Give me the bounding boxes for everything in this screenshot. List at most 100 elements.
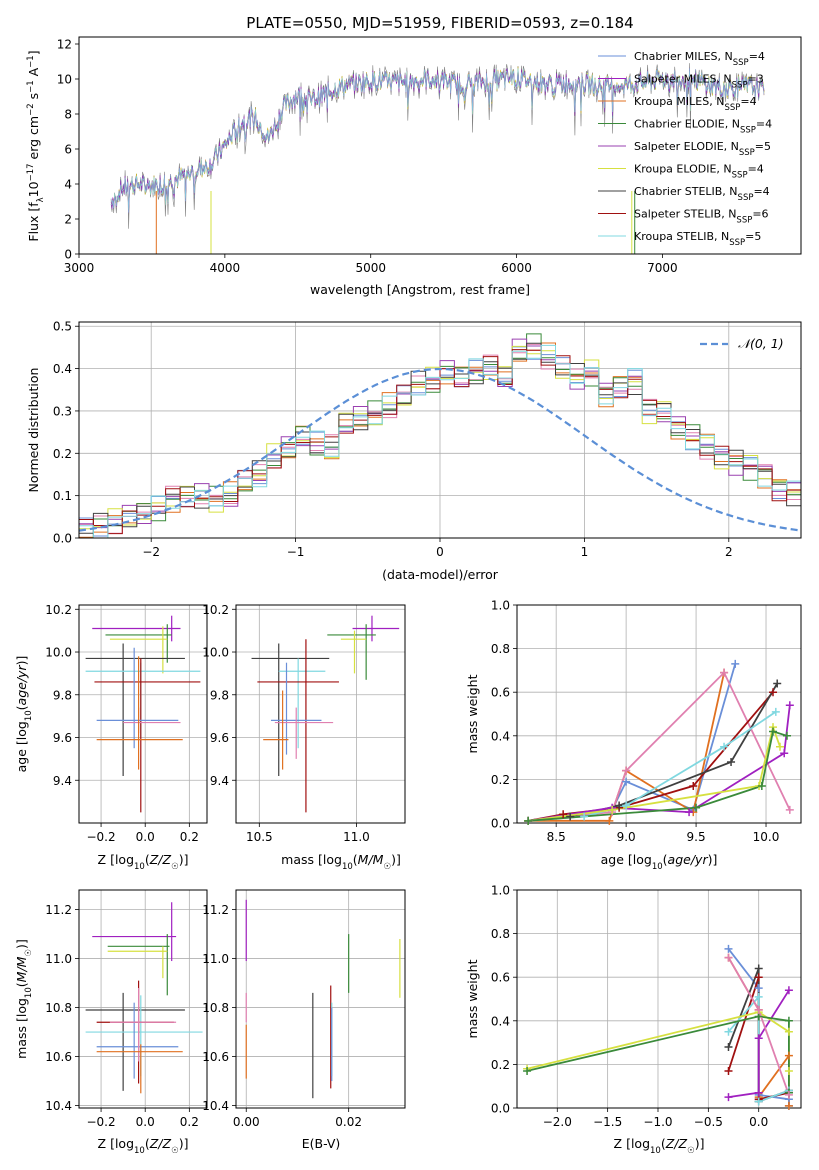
mass-vs-z-tick-label-y: 10.6: [45, 1050, 72, 1064]
weight-vs-z-tick-label-x: −1.5: [593, 1115, 622, 1129]
weight-vs-age-tick-label-y: 1.0: [491, 599, 510, 613]
spectrum-tick-label-y: 10: [57, 73, 72, 87]
legend-label-chabrier_stelib-part: =4: [753, 185, 769, 198]
mass-vs-z-axes: −0.2 0.0 0.2 10.4 10.6 10.8 11.0 11.2: [45, 889, 208, 1129]
mass-vs-z-ylabel-part: 10: [24, 987, 34, 998]
spectrum-ylabel-part: s: [26, 93, 41, 104]
spectrum-tick-label-x: 5000: [355, 261, 386, 275]
mass-vs-ebv-tick-label-y: 10.8: [202, 1001, 229, 1015]
legend-label-salpeter_miles-part: Salpeter MILES, N: [634, 73, 732, 86]
spectrum-ticks: 3000 4000 5000 6000 7000 0 2 4 6 8 10 12: [57, 38, 678, 276]
age-vs-z-tick-label-y: 9.4: [53, 774, 72, 788]
weight-z-marker-chabrier_miles: [754, 984, 763, 993]
legend-label-salpeter_stelib-part: SSP: [736, 216, 752, 226]
mass-vs-z-ylabel-part: ☉: [24, 949, 34, 957]
residuals-xlabel: (data-model)/error: [382, 567, 499, 582]
weight-z-marker-salpeter_miles: [754, 1034, 763, 1043]
weight-z-marker-chabrier_stelib: [724, 1042, 733, 1051]
legend-label-kroupa_stelib-part: Kroupa STELIB, N: [634, 230, 729, 243]
weight-age-marker-pink: [622, 766, 631, 775]
residuals-axes: −2 −1 0 1 2 0.0 0.1 0.2 0.3 0.4 0.5: [53, 320, 802, 559]
age-vs-mass-xlabel-part: ☉: [383, 862, 391, 872]
weight-age-marker-kroupa_stelib: [771, 707, 780, 716]
weight-z-marker-chabrier_elodie: [523, 1066, 532, 1075]
spectrum-ylabel-part: 10: [26, 181, 41, 197]
weight-age-marker-chabrier_elodie: [524, 816, 533, 825]
residuals-tick-label-y: 0.3: [53, 404, 72, 418]
mass-vs-z-plot-area: [85, 902, 203, 1094]
weight-age-marker-kroupa_stelib: [622, 801, 631, 810]
mass-vs-ebv-tick-label-x: 0.02: [335, 1115, 362, 1129]
weight-vs-z-tick-label-x: 0.0: [749, 1115, 768, 1129]
weight-vs-z-xlabel-part: )]: [695, 1136, 705, 1151]
weight-age-marker-chabrier_elodie: [757, 781, 766, 790]
weight-z-marker-salpeter_stelib: [724, 1066, 733, 1075]
weight-age-marker-salpeter_miles: [685, 808, 694, 817]
weight-vs-age-ticks: 8.5 9.0 9.5 10.0 0.0 0.2 0.4 0.6 0.8 1.0: [491, 599, 779, 845]
weight-age-line-chabrier_miles: [528, 663, 737, 822]
age-vs-mass-tick-label-y: 9.4: [210, 774, 229, 788]
weight-age-marker-salpeter_stelib: [769, 688, 778, 697]
weight-vs-z-xlabel-part: (: [661, 1136, 666, 1151]
residuals-tick-label-x: −2: [142, 545, 160, 559]
weight-z-marker-salpeter_miles: [754, 1088, 763, 1097]
mass-vs-z-tick-label-y: 10.4: [45, 1099, 72, 1113]
weight-vs-age-tick-label-y: 0.8: [491, 642, 510, 656]
residuals-tick-label-x: 0: [436, 545, 444, 559]
legend-label-salpeter_elodie-part: Salpeter ELODIE, N: [634, 140, 739, 153]
legend-label-chabrier_elodie-part: =4: [756, 118, 772, 131]
legend-label-chabrier_stelib-part: Chabrier STELIB, N: [634, 185, 738, 198]
mass-vs-z-ylabel-part: mass [log: [14, 998, 29, 1059]
weight-vs-age-tick-label-x: 8.5: [547, 830, 566, 844]
legend-label-chabrier_elodie-part: Chabrier ELODIE, N: [634, 118, 740, 131]
legend-label-chabrier_miles-part: =4: [749, 50, 765, 63]
weight-z-marker-kroupa_stelib: [754, 1097, 763, 1106]
age-vs-z-axes: −0.2 0.0 0.2 9.4 9.6 9.8 10.0 10.2: [45, 603, 208, 844]
legend-label-kroupa_miles-part: SSP: [724, 103, 740, 113]
legend-label-salpeter_stelib-part: Salpeter STELIB, N: [634, 208, 736, 221]
residuals-ticks: −2 −1 0 1 2 0.0 0.1 0.2 0.3 0.4 0.5: [53, 320, 733, 559]
legend-label-chabrier_stelib-part: SSP: [738, 193, 754, 203]
age-vs-z-ylabel-part: (: [14, 705, 29, 710]
spectrum-ylabel-part: ]: [26, 50, 41, 55]
spectrum-ylabel-part: −17: [26, 163, 36, 181]
weight-age-marker-kroupa_elodie: [776, 742, 785, 751]
age-vs-z-grid: [79, 605, 207, 823]
age-vs-z-xlabel-part: 10: [134, 862, 145, 872]
weight-z-marker-chabrier_stelib: [754, 964, 763, 973]
mass-vs-ebv-tick-label-y: 10.6: [202, 1050, 229, 1064]
mass-vs-z-ylabel-part: M/M: [14, 956, 29, 982]
spectrum-line-kroupa_stelib: [111, 68, 765, 213]
weight-vs-age-plot-area: [528, 663, 791, 822]
legend-label-chabrier_miles-part: Chabrier MILES, N: [634, 50, 733, 63]
weight-vs-z-frame: [516, 889, 802, 1109]
age-vs-mass-xlabel-part: mass [log: [281, 852, 342, 867]
legend-label-salpeter_miles-part: SSP: [732, 81, 748, 91]
weight-vs-z-tick-label-y: 0.0: [491, 1102, 510, 1116]
legend-label-kroupa_stelib-part: =5: [745, 230, 761, 243]
mass-vs-z-ticks: −0.2 0.0 0.2 10.4 10.6 10.8 11.0 11.2: [45, 903, 199, 1129]
mass-vs-z-xlabel-part: (: [145, 1136, 150, 1151]
legend-label-chabrier_elodie-part: SSP: [740, 126, 756, 136]
weight-vs-z-tick-label-x: −0.5: [694, 1115, 723, 1129]
legend-label-kroupa_stelib-part: SSP: [729, 238, 745, 248]
weight-age-marker-chabrier_elodie: [769, 727, 778, 736]
age-vs-mass-grid: [236, 605, 405, 823]
mass-vs-z-tick-label-x: 0.0: [136, 1115, 155, 1129]
age-vs-z-tick-label-x: 0.2: [180, 830, 199, 844]
weight-vs-z-ylabel: mass weight: [465, 959, 480, 1038]
weight-z-marker-kroupa_stelib: [754, 992, 763, 1001]
residual-hist-kroupa_elodie: [79, 345, 801, 530]
weight-vs-age-xlabel-part: age/yr: [668, 852, 709, 867]
age-vs-mass-tick-label-y: 9.8: [210, 688, 229, 702]
spectrum-tick-label-y: 6: [64, 143, 72, 157]
age-vs-z-xlabel-part: (: [145, 852, 150, 867]
weight-vs-age-xlabel-part: )]: [708, 852, 718, 867]
legend-label-kroupa_miles-part: Kroupa MILES, N: [634, 95, 724, 108]
spectrum-axes: 3000 4000 5000 6000 7000 0 2 4 6 8 10 12: [57, 36, 802, 276]
spectrum-ylabel-group: Flux [fλ10−17 erg cm−2 s−1 A−1]: [26, 50, 46, 241]
weight-z-marker-salpeter_miles: [784, 986, 793, 995]
weight-age-marker-salpeter_stelib: [689, 781, 698, 790]
weight-vs-z-tick-label-y: 0.2: [491, 1058, 510, 1072]
